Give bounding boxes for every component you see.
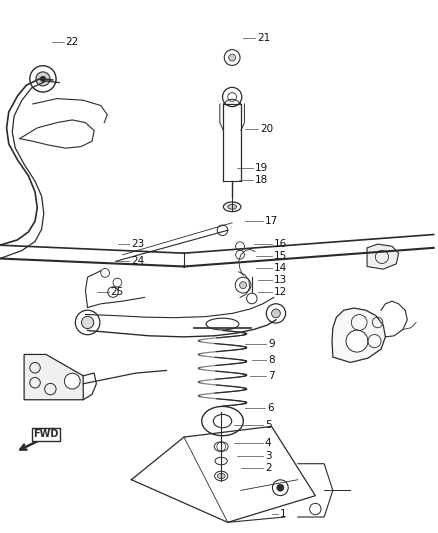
Text: 25: 25 — [111, 287, 124, 297]
Text: 14: 14 — [274, 263, 287, 272]
Ellipse shape — [223, 202, 241, 212]
Circle shape — [223, 87, 242, 107]
Text: 2: 2 — [265, 463, 272, 473]
Circle shape — [310, 503, 321, 515]
Circle shape — [113, 278, 122, 287]
Text: 23: 23 — [131, 239, 145, 249]
Text: 13: 13 — [274, 275, 287, 285]
Circle shape — [217, 225, 228, 236]
Ellipse shape — [228, 205, 237, 209]
Text: 21: 21 — [257, 34, 270, 43]
Text: 5: 5 — [265, 421, 272, 430]
Text: 8: 8 — [268, 355, 275, 365]
Text: 15: 15 — [274, 251, 287, 261]
Polygon shape — [332, 308, 385, 362]
Ellipse shape — [206, 318, 239, 330]
Text: 19: 19 — [255, 163, 268, 173]
Ellipse shape — [214, 442, 228, 451]
Circle shape — [272, 480, 288, 496]
Text: FWD: FWD — [33, 430, 59, 439]
Circle shape — [64, 373, 80, 389]
Ellipse shape — [213, 415, 232, 427]
Ellipse shape — [217, 473, 225, 479]
Ellipse shape — [215, 457, 227, 465]
Polygon shape — [24, 354, 83, 400]
Text: 7: 7 — [268, 371, 275, 381]
Circle shape — [236, 242, 244, 251]
Text: 6: 6 — [267, 403, 274, 413]
Text: 1: 1 — [280, 510, 287, 519]
Circle shape — [229, 54, 236, 61]
Circle shape — [236, 251, 244, 259]
Circle shape — [277, 484, 284, 491]
Circle shape — [224, 50, 240, 66]
Text: 12: 12 — [274, 287, 287, 296]
Circle shape — [36, 72, 50, 86]
Circle shape — [75, 310, 100, 335]
Ellipse shape — [201, 407, 244, 436]
Text: 3: 3 — [265, 451, 272, 461]
Text: 24: 24 — [131, 256, 145, 266]
Ellipse shape — [215, 471, 228, 481]
Text: 17: 17 — [265, 216, 278, 226]
Circle shape — [240, 281, 247, 289]
Circle shape — [346, 330, 368, 352]
Text: 16: 16 — [274, 239, 287, 249]
Text: 20: 20 — [261, 124, 274, 134]
Text: 22: 22 — [66, 37, 79, 46]
Circle shape — [272, 309, 280, 318]
Circle shape — [40, 76, 46, 82]
Circle shape — [235, 277, 251, 293]
Circle shape — [81, 316, 94, 329]
Circle shape — [228, 93, 237, 101]
Polygon shape — [367, 244, 399, 269]
Text: 18: 18 — [255, 175, 268, 185]
Circle shape — [30, 66, 56, 92]
Text: 9: 9 — [268, 339, 275, 349]
Circle shape — [266, 304, 286, 323]
Text: 4: 4 — [265, 439, 272, 448]
Circle shape — [108, 287, 118, 297]
Circle shape — [247, 293, 257, 304]
Circle shape — [101, 269, 110, 277]
